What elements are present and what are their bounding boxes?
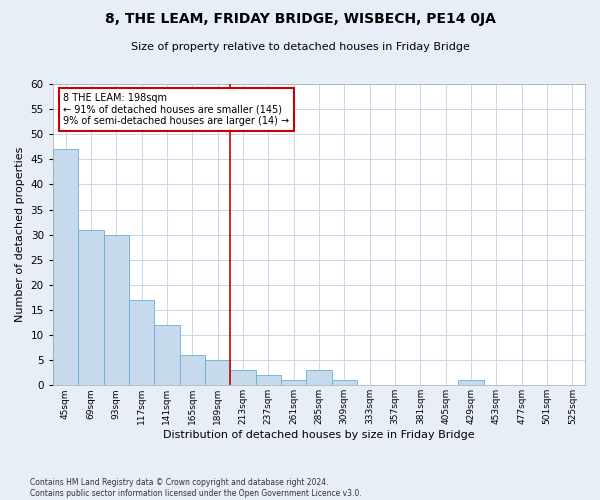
Bar — [306, 370, 332, 386]
Bar — [104, 234, 129, 386]
Text: 8, THE LEAM, FRIDAY BRIDGE, WISBECH, PE14 0JA: 8, THE LEAM, FRIDAY BRIDGE, WISBECH, PE1… — [104, 12, 496, 26]
Bar — [332, 380, 357, 386]
Bar — [78, 230, 104, 386]
Bar — [154, 325, 179, 386]
Bar — [53, 150, 78, 386]
X-axis label: Distribution of detached houses by size in Friday Bridge: Distribution of detached houses by size … — [163, 430, 475, 440]
Text: 8 THE LEAM: 198sqm
← 91% of detached houses are smaller (145)
9% of semi-detache: 8 THE LEAM: 198sqm ← 91% of detached hou… — [64, 93, 290, 126]
Bar — [458, 380, 484, 386]
Text: Size of property relative to detached houses in Friday Bridge: Size of property relative to detached ho… — [131, 42, 469, 52]
Bar — [179, 355, 205, 386]
Bar — [230, 370, 256, 386]
Bar — [205, 360, 230, 386]
Y-axis label: Number of detached properties: Number of detached properties — [15, 147, 25, 322]
Bar — [281, 380, 306, 386]
Bar — [129, 300, 154, 386]
Bar — [256, 375, 281, 386]
Text: Contains HM Land Registry data © Crown copyright and database right 2024.
Contai: Contains HM Land Registry data © Crown c… — [30, 478, 362, 498]
